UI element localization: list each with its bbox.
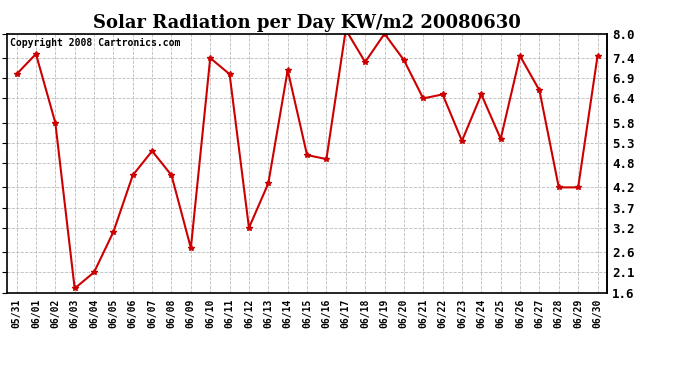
- Title: Solar Radiation per Day KW/m2 20080630: Solar Radiation per Day KW/m2 20080630: [93, 14, 521, 32]
- Text: Copyright 2008 Cartronics.com: Copyright 2008 Cartronics.com: [10, 38, 180, 48]
